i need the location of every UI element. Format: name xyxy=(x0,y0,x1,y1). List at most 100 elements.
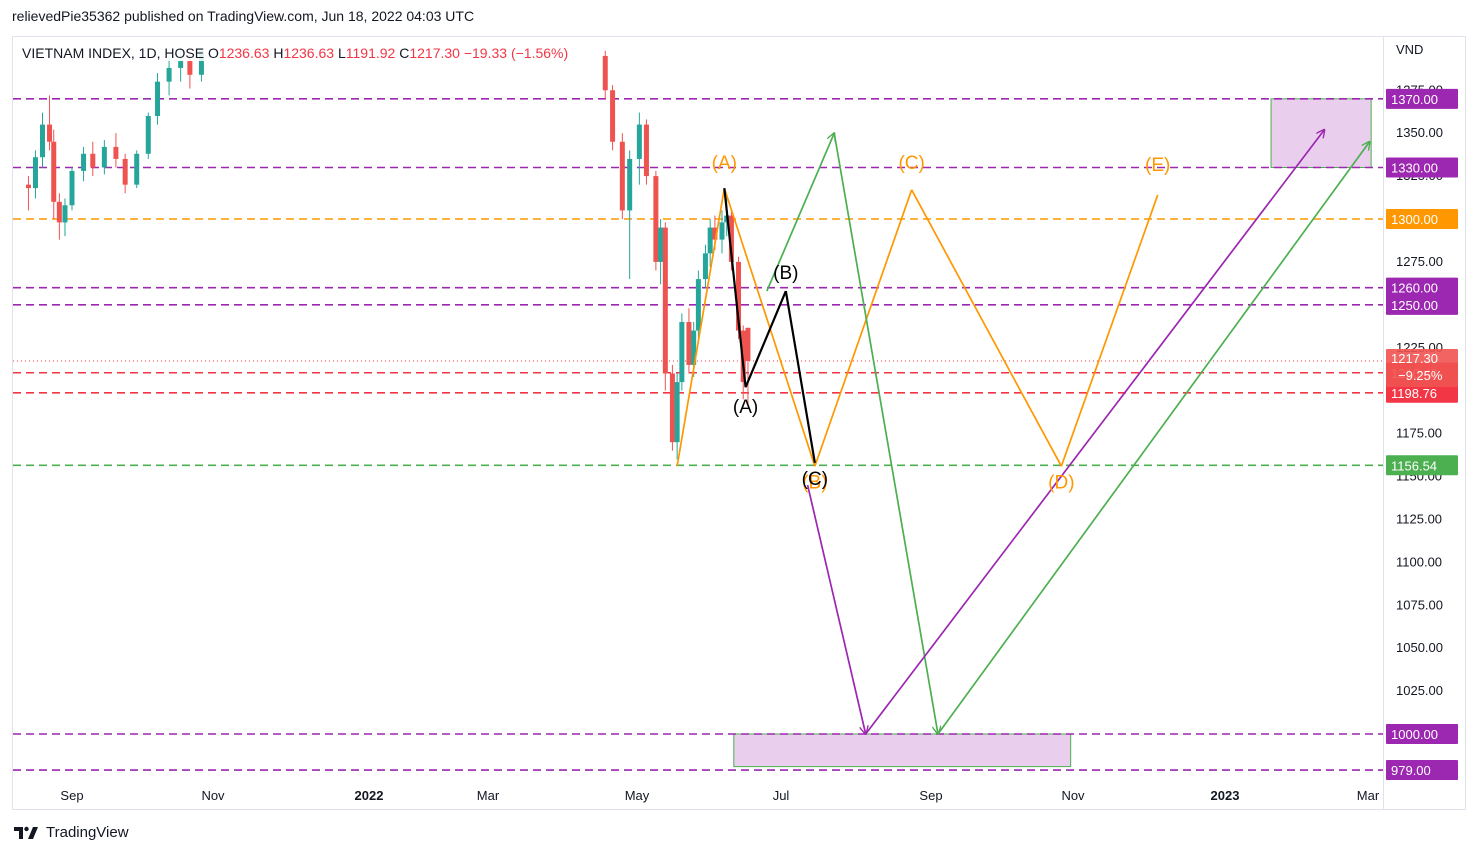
publisher-name[interactable]: relievedPie35362 xyxy=(12,8,121,24)
price-tag: 979.00 xyxy=(1391,763,1431,778)
candle-body xyxy=(134,153,140,185)
y-tick-label: 1350.00 xyxy=(1396,125,1443,140)
wave-label-black: (B) xyxy=(773,263,798,284)
wave-label-orange: (D) xyxy=(1048,473,1074,494)
candle-body xyxy=(719,222,725,240)
candle-body xyxy=(47,124,53,142)
projection-purple-segment xyxy=(865,130,1325,735)
y-tick-label: 1175.00 xyxy=(1396,426,1442,441)
price-tag-bg xyxy=(1386,382,1458,403)
candle-body xyxy=(691,330,697,365)
candle-body xyxy=(669,373,675,443)
candle-body xyxy=(707,227,713,254)
close-label: C xyxy=(399,45,410,61)
price-tag-bg xyxy=(1386,294,1458,315)
x-tick-label: Nov xyxy=(1061,788,1085,803)
candle-body xyxy=(619,141,625,211)
projection-orange-segment xyxy=(676,187,726,467)
projection-black-segment xyxy=(723,187,747,388)
candle-body xyxy=(602,55,608,91)
price-tag: 1250.00 xyxy=(1391,298,1438,313)
candle-body xyxy=(81,153,87,171)
candle-body xyxy=(155,81,161,116)
price-tag-bg xyxy=(1386,157,1458,178)
price-tag: 1370.00 xyxy=(1391,92,1438,107)
price-tag-bg xyxy=(1386,724,1458,744)
x-tick-label: 2022 xyxy=(355,788,384,803)
price-tag-bg xyxy=(1386,455,1458,476)
candle-body xyxy=(145,116,151,154)
x-tick-label: Mar xyxy=(1357,788,1380,803)
open-label: O xyxy=(207,45,219,61)
candle-body xyxy=(56,201,62,223)
wave-label-black: (A) xyxy=(733,397,758,418)
projection-orange-segment xyxy=(814,189,913,467)
publish-info: published on TradingView.com, Jun 18, 20… xyxy=(124,8,475,24)
wave-label-orange: (B) xyxy=(802,473,827,494)
projection-green-segment xyxy=(937,142,1370,735)
price-axis[interactable] xyxy=(1384,36,1466,810)
candle-body xyxy=(178,61,184,68)
price-tag-bg xyxy=(1386,760,1458,781)
x-tick-label: May xyxy=(625,788,650,803)
last-price-tag: 1217.30 xyxy=(1391,351,1438,366)
projection-orange-segment xyxy=(1060,194,1159,467)
target-zone-1 xyxy=(733,733,1072,768)
price-tag: 1300.00 xyxy=(1391,212,1438,227)
symbol-legend: VIETNAM INDEX, 1D, HOSE O1236.63 H1236.6… xyxy=(22,45,569,61)
candle-body xyxy=(695,279,701,331)
candle-body xyxy=(728,215,734,262)
projection-black-segment xyxy=(784,290,816,463)
candle-body xyxy=(662,227,668,374)
candle-body xyxy=(101,146,107,168)
candle-body xyxy=(62,205,68,223)
low-value: 1191.92 xyxy=(345,45,396,61)
x-tick-label: Sep xyxy=(60,788,83,803)
candle-body xyxy=(113,146,119,159)
projection-black-segment xyxy=(744,290,787,388)
chart-pane[interactable] xyxy=(12,36,1384,810)
candle-body xyxy=(636,124,642,159)
candle-body xyxy=(702,253,708,280)
y-tick-label: 1075.00 xyxy=(1396,597,1443,612)
symbol-name[interactable]: VIETNAM INDEX, 1D, HOSE xyxy=(22,45,205,61)
candle-body xyxy=(653,176,659,262)
price-tag-bg xyxy=(1386,88,1458,109)
price-tag: 1198.76 xyxy=(1391,386,1437,401)
currency-unit: VND xyxy=(1396,42,1424,57)
brand-name[interactable]: TradingView xyxy=(46,824,129,841)
x-tick-label: 2023 xyxy=(1211,788,1240,803)
candle-body xyxy=(674,382,680,443)
last-price-change-tag: −9.25% xyxy=(1398,368,1443,383)
last-price-tag-bg xyxy=(1386,348,1458,387)
candle-body xyxy=(610,90,616,142)
candle-body xyxy=(643,124,649,177)
footer-branding: TradingView xyxy=(14,824,129,841)
wave-label-orange: (A) xyxy=(712,153,737,174)
candle-body xyxy=(712,227,718,240)
candle-body xyxy=(627,158,633,211)
price-tag: 1156.54 xyxy=(1391,458,1437,473)
candle-body xyxy=(658,227,664,262)
tradingview-logo-icon[interactable] xyxy=(14,825,40,841)
y-tick-label: 1100.00 xyxy=(1396,554,1442,569)
high-label: H xyxy=(273,45,284,61)
price-tag-bg xyxy=(1386,277,1458,298)
wave-label-orange: (C) xyxy=(898,153,924,174)
plot-area: (A) (C) (E) (B) (D) (B) (A) (C) xyxy=(13,47,1383,771)
candle-body xyxy=(679,322,685,383)
x-tick-label: Mar xyxy=(477,788,500,803)
candle-body xyxy=(32,157,38,189)
y-tick-label: 1275.00 xyxy=(1396,254,1443,269)
y-tick-label: 1025.00 xyxy=(1396,683,1443,698)
price-tag-bg xyxy=(1386,209,1458,229)
open-value: 1236.63 xyxy=(218,45,270,61)
y-tick-label: 1050.00 xyxy=(1396,640,1443,655)
wave-label-black: (C) xyxy=(802,469,828,490)
x-tick-label: Sep xyxy=(919,788,942,803)
candle-body xyxy=(686,322,692,365)
change-value: −19.33 (−1.56%) xyxy=(463,45,569,61)
x-tick-label: Nov xyxy=(201,788,225,803)
price-tag: 1330.00 xyxy=(1391,161,1438,176)
